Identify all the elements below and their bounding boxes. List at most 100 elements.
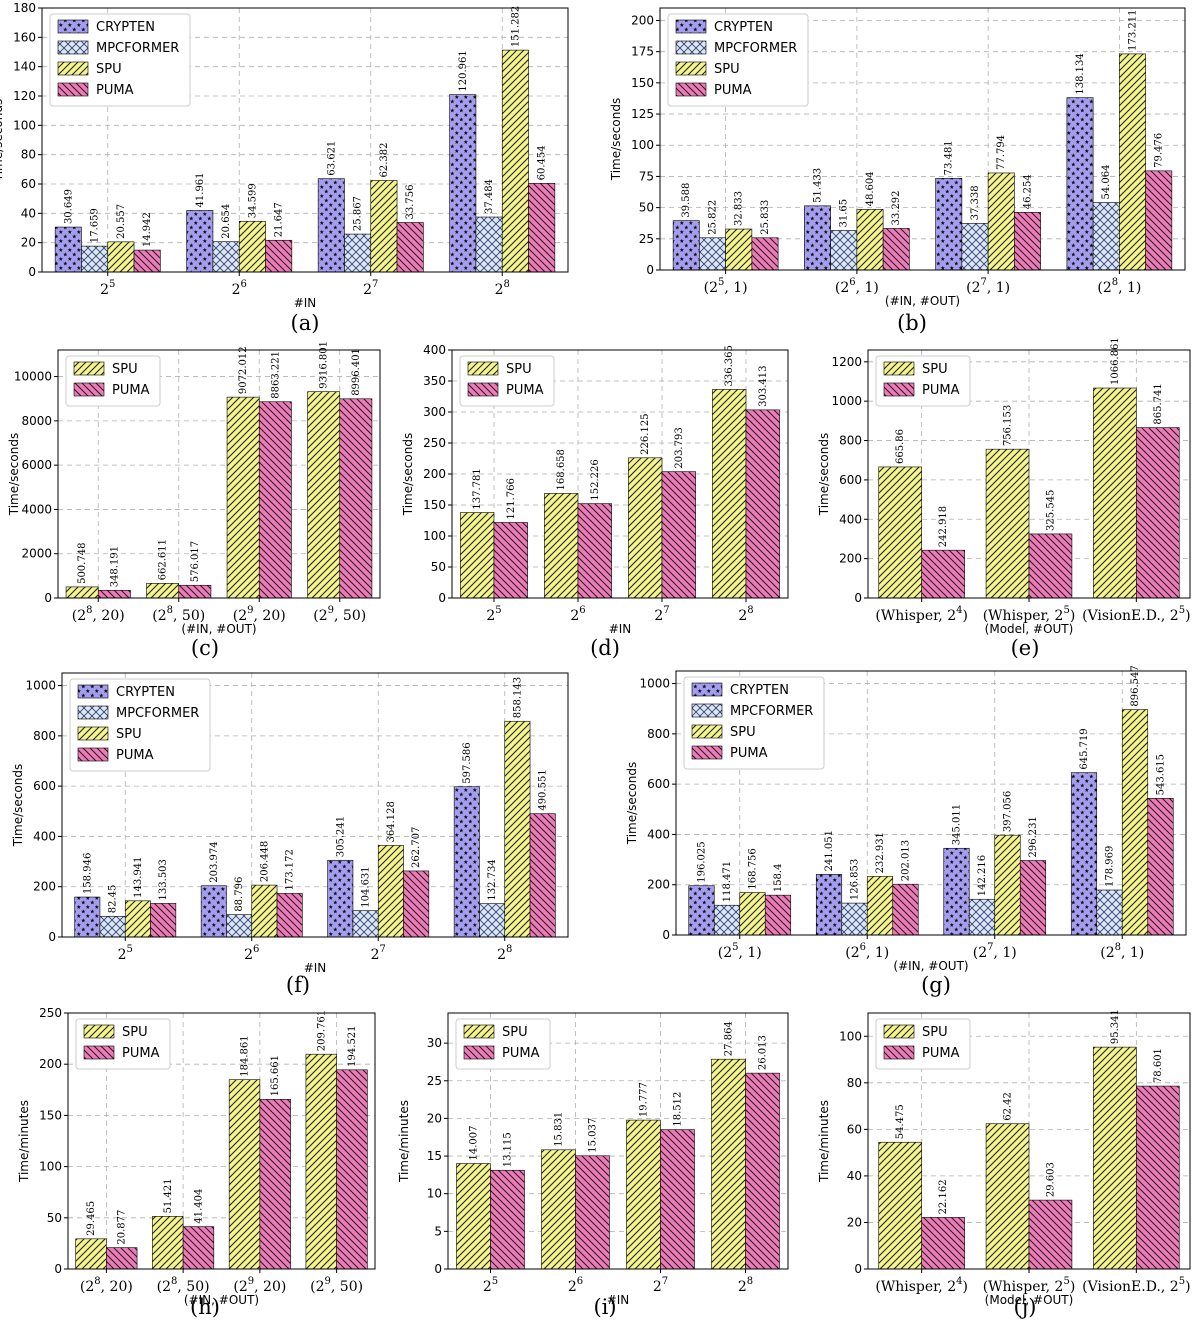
x-tick-label: 26	[244, 944, 259, 963]
legend-swatch-spu	[691, 724, 723, 739]
y-tick-label: 0	[854, 591, 862, 605]
y-tick-label: 250	[39, 1006, 62, 1020]
bar-value-label: 73.481	[944, 140, 955, 175]
y-tick-label: 200	[423, 467, 446, 481]
x-tick-label: 27	[653, 1276, 668, 1295]
x-tick-label: 28	[738, 1276, 753, 1295]
bar-value-label: 25.833	[760, 200, 771, 235]
panel-label: (j)	[1014, 1295, 1037, 1319]
x-tick-label: 27	[363, 279, 378, 298]
legend-label: PUMA	[96, 83, 134, 98]
legend-label: SPU	[922, 362, 948, 377]
bar-value-label: 242.918	[938, 506, 949, 547]
bar-mpcformer	[699, 237, 726, 271]
bar-value-label: 296.231	[1028, 816, 1039, 857]
bar-crypten	[688, 885, 715, 936]
y-tick-label: 50	[431, 560, 446, 574]
bar-value-label: 303.413	[758, 366, 769, 407]
x-tick-label: (VisionE.D., 25)	[1082, 605, 1190, 624]
x-tick-label: 26	[568, 1276, 583, 1295]
legend-swatch-spu	[83, 1024, 115, 1039]
x-tick-label: (25, 1)	[718, 942, 762, 961]
y-axis-title: Time/seconds	[609, 98, 623, 181]
y-tick-label: 40	[21, 206, 36, 220]
y-tick-label: 40	[847, 1169, 862, 1183]
bar-value-label: 143.941	[133, 856, 144, 897]
bar-value-label: 203.974	[209, 841, 220, 882]
legend-label: SPU	[122, 1025, 148, 1040]
legend: SPU PUMA	[459, 355, 555, 407]
bar-puma	[339, 398, 373, 599]
y-tick-label: 0	[28, 265, 36, 279]
bar-value-label: 62.42	[1003, 1092, 1014, 1121]
legend-swatch-puma	[883, 382, 915, 397]
legend-label: PUMA	[922, 1046, 960, 1061]
y-tick-label: 6000	[21, 458, 52, 472]
bar-value-label: 54.064	[1101, 165, 1112, 200]
x-axis-title: (Model, #OUT)	[985, 622, 1074, 636]
panel-label: (c)	[191, 636, 219, 660]
x-tick-label: 27	[371, 944, 386, 963]
x-tick-label: (29, 50)	[310, 1276, 363, 1295]
chart-panel-g: 0 200 400 600 800 1000 196.025 241.051 345.011 64…	[625, 665, 1187, 997]
bar-puma	[336, 1069, 368, 1270]
legend: SPU PUMA	[65, 355, 161, 407]
chart-panel-f: 0 200 400 600 800 1000 158.946 203.974 305.241 59…	[11, 672, 569, 997]
bar-puma	[529, 813, 556, 938]
legend-swatch-spu	[467, 361, 499, 376]
legend-label: PUMA	[730, 746, 768, 761]
bar-value-label: 184.861	[240, 1035, 251, 1076]
bar-value-label: 9072.012	[238, 346, 249, 394]
bar-spu	[504, 720, 531, 938]
legend-swatch-spu	[883, 1024, 915, 1039]
y-tick-label: 10	[427, 1187, 442, 1201]
bar-puma	[577, 503, 612, 599]
panel-label: (e)	[1011, 636, 1040, 660]
legend-label: PUMA	[506, 383, 544, 398]
bar-spu	[985, 1123, 1030, 1270]
bar-spu	[456, 1163, 491, 1270]
y-tick-label: 400	[423, 343, 446, 357]
bar-value-label: 21.647	[274, 202, 285, 237]
x-tick-label: (27, 1)	[973, 942, 1017, 961]
chart-panel-a: 0 20 40 60 80 100 120 140 160 180 30.649 41.961 63.6…	[0, 1, 569, 335]
bar-spu	[238, 220, 266, 273]
y-axis-title: Time/minutes	[817, 1100, 831, 1183]
bar-value-label: 30.649	[63, 189, 74, 224]
chart-panel-e: 0 200 400 600 800 1000 1200 665.86 756.153 1066.8…	[817, 337, 1191, 660]
bar-value-label: 206.448	[259, 841, 270, 882]
legend-swatch-puma	[675, 82, 707, 97]
bar-value-label: 37.338	[970, 185, 981, 220]
y-tick-label: 25	[639, 232, 654, 246]
bar-spu	[307, 391, 341, 599]
bar-value-label: 173.211	[1128, 10, 1139, 51]
y-tick-label: 200	[39, 1057, 62, 1071]
y-tick-label: 25	[427, 1074, 442, 1088]
bar-value-label: 665.86	[895, 429, 906, 464]
bar-value-label: 896.547	[1130, 665, 1141, 706]
bar-puma	[396, 222, 424, 273]
bar-value-label: 194.521	[347, 1025, 358, 1066]
bar-value-label: 202.013	[901, 840, 912, 881]
legend-swatch-mpcformer	[691, 703, 723, 718]
y-tick-label: 1200	[831, 355, 862, 369]
bar-mpcformer	[713, 904, 741, 936]
legend: CRYPTEN MPCFORMER SPU PUMA	[69, 678, 211, 772]
bar-value-label: 203.793	[674, 427, 685, 468]
bar-value-label: 14.942	[142, 212, 153, 247]
y-tick-label: 0	[48, 930, 56, 944]
bar-value-label: 60.454	[537, 145, 548, 180]
y-axis-title: Time/seconds	[401, 433, 415, 516]
bar-value-label: 196.025	[697, 841, 708, 882]
x-tick-label: (28, 1)	[1097, 277, 1141, 296]
bar-value-label: 25.867	[353, 196, 364, 231]
bar-spu	[866, 876, 894, 936]
bar-value-label: 232.931	[875, 832, 886, 873]
bar-value-label: 29.465	[86, 1201, 97, 1236]
plot-frame	[451, 349, 789, 599]
bar-spu	[541, 1149, 576, 1270]
y-axis-title: Time/seconds	[7, 433, 21, 516]
bar-value-label: 137.781	[472, 468, 483, 509]
plot-frame	[675, 670, 1187, 936]
bar-puma	[751, 237, 779, 271]
